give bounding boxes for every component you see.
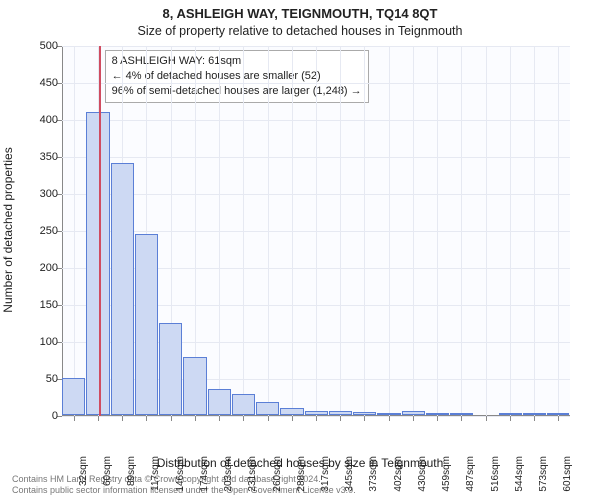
xtick	[243, 416, 244, 421]
gridline-v	[389, 46, 390, 416]
xtick	[74, 416, 75, 421]
xtick	[413, 416, 414, 421]
ytick-label: 100	[40, 336, 58, 348]
ytick-label: 200	[40, 262, 58, 274]
xtick-label: 32sqm	[78, 456, 89, 486]
xtick	[98, 416, 99, 421]
gridline-v	[292, 46, 293, 416]
xtick-label: 601sqm	[562, 456, 573, 492]
annotation-line-2: ← 4% of detached houses are smaller (52)	[112, 69, 362, 84]
gridline-v	[74, 46, 75, 416]
gridline-v	[340, 46, 341, 416]
xtick-label: 174sqm	[199, 456, 210, 492]
ytick-label: 500	[40, 40, 58, 52]
annotation-line-1: 8 ASHLEIGH WAY: 61sqm	[112, 54, 362, 69]
histogram-bar	[159, 323, 182, 416]
gridline-v	[461, 46, 462, 416]
xtick-label: 373sqm	[368, 456, 379, 492]
xtick	[316, 416, 317, 421]
gridline-v	[268, 46, 269, 416]
histogram-bar	[523, 413, 546, 415]
histogram-bar	[280, 408, 303, 415]
xtick-label: 430sqm	[417, 456, 428, 492]
xtick-label: 402sqm	[393, 456, 404, 492]
histogram-bar	[135, 234, 158, 415]
gridline-v	[219, 46, 220, 416]
ytick-label: 450	[40, 77, 58, 89]
histogram-bar	[256, 402, 279, 415]
xtick-label: 117sqm	[150, 456, 161, 491]
xtick	[534, 416, 535, 421]
xtick-label: 260sqm	[272, 456, 283, 492]
xtick-label: 146sqm	[175, 456, 186, 492]
histogram-bar	[111, 163, 134, 415]
xtick-label: 288sqm	[296, 456, 307, 492]
gridline-v	[243, 46, 244, 416]
xtick	[122, 416, 123, 421]
annotation-box: 8 ASHLEIGH WAY: 61sqm ← 4% of detached h…	[105, 50, 369, 103]
xtick-label: 516sqm	[490, 456, 501, 492]
xtick-label: 573sqm	[538, 456, 549, 492]
gridline-v	[413, 46, 414, 416]
xtick	[461, 416, 462, 421]
xtick	[340, 416, 341, 421]
xtick-label: 231sqm	[247, 456, 258, 492]
xtick-label: 317sqm	[320, 456, 331, 492]
marker-line	[99, 46, 101, 416]
xtick	[558, 416, 559, 421]
page-subtitle: Size of property relative to detached ho…	[0, 21, 600, 38]
xtick	[268, 416, 269, 421]
xtick	[510, 416, 511, 421]
xtick	[486, 416, 487, 421]
gridline-v	[486, 46, 487, 416]
gridline-v	[364, 46, 365, 416]
histogram-bar	[353, 412, 376, 415]
xtick	[389, 416, 390, 421]
xtick-label: 60sqm	[102, 456, 113, 486]
gridline-v	[437, 46, 438, 416]
gridline-v	[510, 46, 511, 416]
xtick-label: 459sqm	[441, 456, 452, 492]
histogram-bar	[208, 389, 231, 415]
gridline-v	[558, 46, 559, 416]
histogram-bar	[450, 413, 473, 415]
ytick-label: 50	[46, 373, 58, 385]
histogram-bar	[305, 411, 328, 415]
xtick	[171, 416, 172, 421]
xtick-label: 203sqm	[223, 456, 234, 492]
histogram-bar	[62, 378, 85, 415]
histogram-bar	[329, 411, 352, 415]
histogram-bar	[426, 413, 449, 415]
xtick	[146, 416, 147, 421]
ytick-label: 350	[40, 151, 58, 163]
annotation-line-3: 96% of semi-detached houses are larger (…	[112, 84, 362, 99]
histogram-bar	[232, 394, 255, 415]
ytick-label: 250	[40, 225, 58, 237]
xtick-label: 544sqm	[514, 456, 525, 492]
ytick-label: 150	[40, 299, 58, 311]
plot-area: 8 ASHLEIGH WAY: 61sqm ← 4% of detached h…	[62, 46, 570, 416]
gridline-v	[316, 46, 317, 416]
xtick	[292, 416, 293, 421]
xtick-label: 345sqm	[344, 456, 355, 492]
xtick-label: 487sqm	[465, 456, 476, 492]
gridline-v	[534, 46, 535, 416]
xtick	[195, 416, 196, 421]
page-title: 8, ASHLEIGH WAY, TEIGNMOUTH, TQ14 8QT	[0, 0, 600, 21]
histogram-bar	[183, 357, 206, 415]
xtick	[364, 416, 365, 421]
ytick-label: 0	[52, 410, 58, 422]
ytick-label: 300	[40, 188, 58, 200]
histogram-bar	[547, 413, 569, 415]
ytick-label: 400	[40, 114, 58, 126]
figure-root: 8, ASHLEIGH WAY, TEIGNMOUTH, TQ14 8QT Si…	[0, 0, 600, 500]
y-axis-label: Number of detached properties	[1, 147, 15, 312]
xtick	[437, 416, 438, 421]
xtick-label: 89sqm	[126, 456, 137, 486]
histogram-bar	[377, 413, 400, 415]
histogram-bar	[499, 413, 522, 415]
xtick	[219, 416, 220, 421]
histogram-bar	[402, 411, 425, 415]
